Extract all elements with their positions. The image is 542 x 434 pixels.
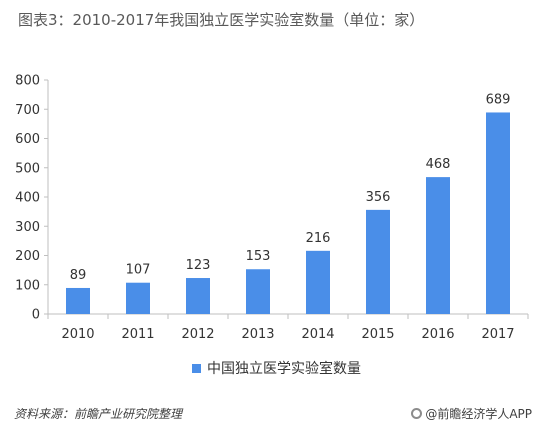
y-axis: 0 100 200 300 400 500 600 700 800 [15,74,49,323]
y-tick-label: 600 [15,132,40,147]
y-tick-label: 400 [15,191,40,206]
y-tick-label: 300 [15,220,40,235]
data-label: 107 [126,263,151,278]
data-label: 689 [486,92,511,107]
bar [66,287,90,314]
x-tick-label: 2013 [241,327,274,342]
x-tick-label: 2017 [481,327,514,342]
data-label: 153 [246,249,271,264]
x-axis: 2010 2011 2012 2013 2014 2015 2016 2017 [47,313,529,342]
bar [366,209,390,314]
bar [186,278,210,314]
y-tick-label: 500 [15,161,40,176]
y-tick-label: 200 [15,249,40,264]
data-labels: 89 107 123 153 216 356 468 689 [70,92,511,283]
bar [306,250,330,314]
y-tick-label: 100 [15,278,40,293]
legend-swatch [192,363,201,373]
x-tick-label: 2016 [421,327,454,342]
y-tick-label: 0 [32,308,40,323]
brand-credit: @前瞻经济学人APP [411,405,532,422]
bar [126,282,150,314]
gear-icon [411,408,423,419]
x-tick-label: 2010 [61,327,94,342]
bar [426,177,450,314]
legend: 中国独立医学实验室数量 [192,358,361,378]
data-label: 468 [426,157,451,172]
bar [486,112,510,314]
data-label: 123 [186,258,211,273]
bar-series [66,112,510,314]
legend-label: 中国独立医学实验室数量 [207,361,361,377]
data-label: 89 [70,268,87,283]
x-tick-label: 2011 [121,327,154,342]
x-tick-label: 2014 [301,327,334,342]
bar [246,269,270,314]
brand-label: @前瞻经济学人APP [425,407,532,421]
chart-title: 图表3：2010-2017年我国独立医学实验室数量（单位：家） [18,11,425,29]
x-tick-label: 2015 [361,327,394,342]
y-tick-label: 800 [15,74,40,89]
data-label: 356 [366,190,391,205]
x-tick-label: 2012 [181,327,214,342]
data-label: 216 [306,231,331,246]
y-tick-label: 700 [15,103,40,118]
source-note: 资料来源：前瞻产业研究院整理 [14,407,183,421]
